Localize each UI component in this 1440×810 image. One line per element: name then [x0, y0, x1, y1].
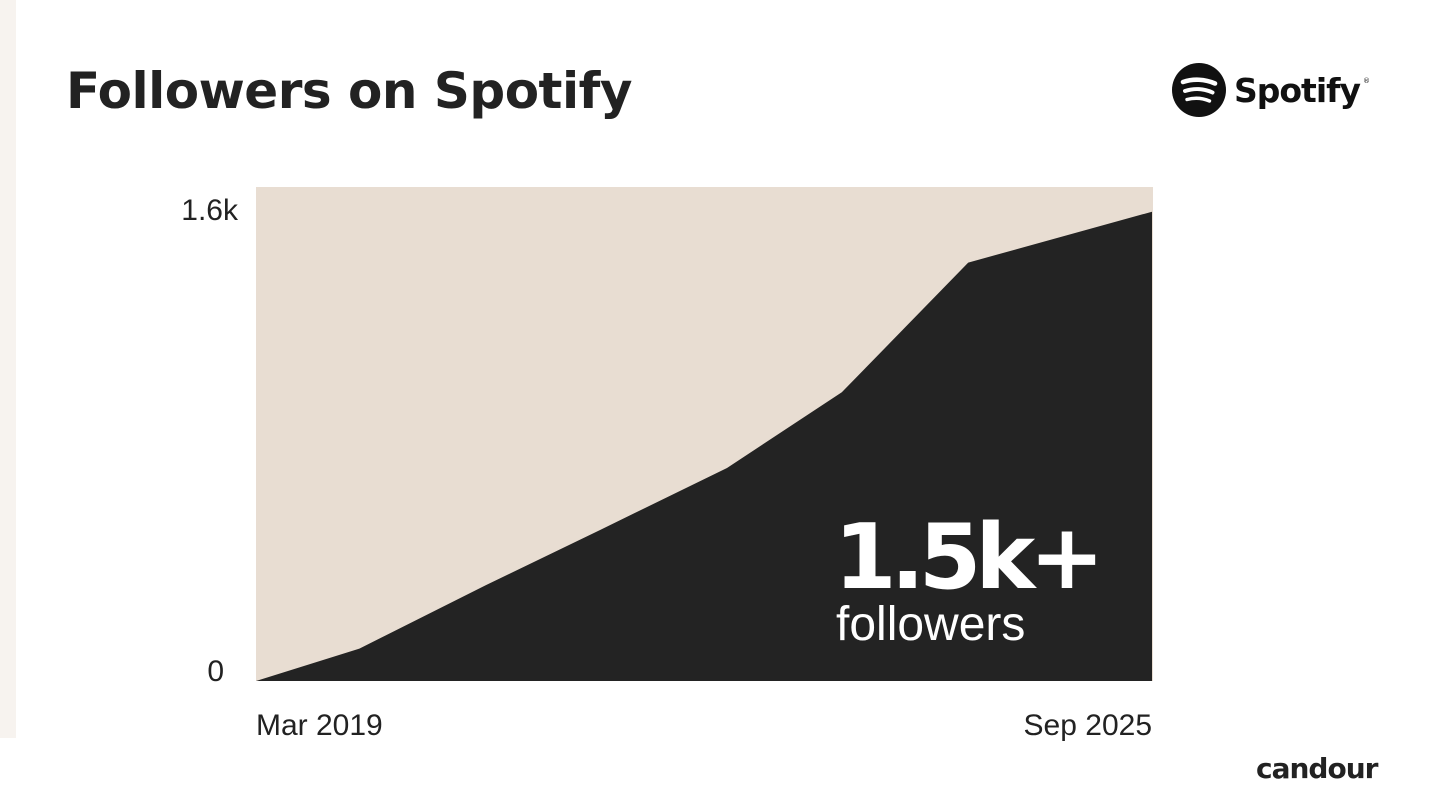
spotify-logo: Spotify ®	[1172, 62, 1370, 118]
y-tick-label-max: 1.6k	[181, 194, 239, 227]
x-tick-label-end: Sep 2025	[1024, 709, 1152, 742]
x-tick-label-start: Mar 2019	[256, 709, 383, 742]
spotify-wordmark: Spotify ®	[1234, 70, 1370, 110]
followers-total-value: 1.5k+	[834, 505, 1099, 610]
candour-logo: candour	[1256, 752, 1378, 785]
spotify-icon	[1172, 63, 1226, 117]
followers-total-label: followers	[836, 598, 1025, 651]
page-title: Followers on Spotify	[66, 62, 632, 120]
followers-area	[256, 211, 1152, 681]
y-tick-label-min: 0	[207, 655, 224, 688]
left-edge-strip	[0, 0, 16, 738]
